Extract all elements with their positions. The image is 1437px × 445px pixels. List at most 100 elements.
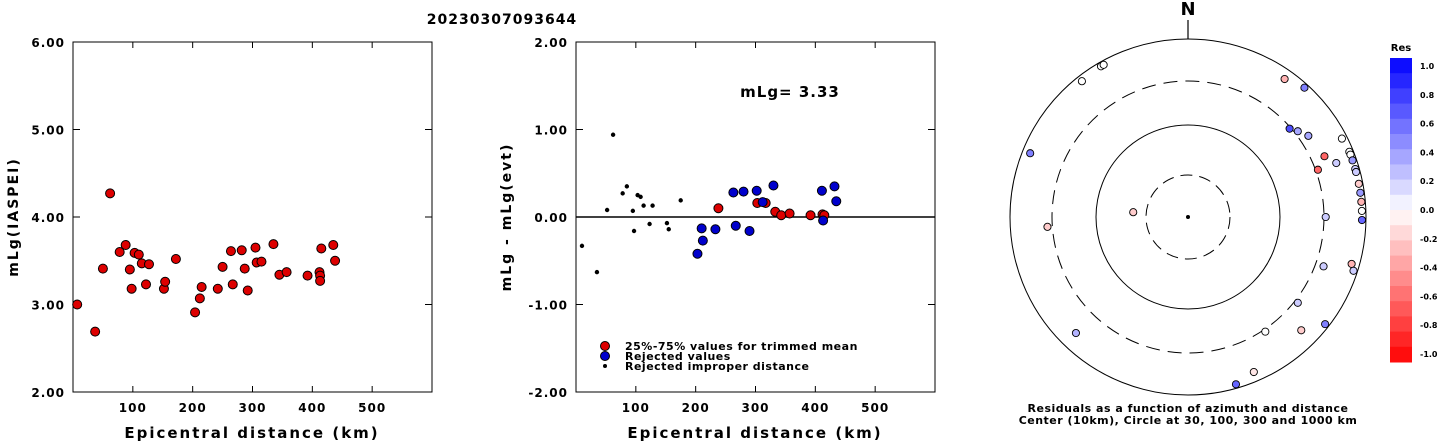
- x-tick-label: 100: [119, 401, 147, 415]
- center-dot: [1186, 215, 1190, 219]
- data-point: [170, 254, 181, 264]
- x-tick-label: 200: [682, 401, 710, 415]
- data-point: [268, 239, 279, 250]
- colorbar-cell: [1390, 164, 1412, 181]
- y-tick-label: 2.00: [31, 386, 65, 400]
- data-point: [217, 261, 228, 272]
- y-tick-label: -2.00: [528, 386, 568, 400]
- data-point: [697, 235, 708, 246]
- caption-line-2: Center (10km), Circle at 30, 100, 300 an…: [1019, 414, 1358, 427]
- y-tick-label: 5.00: [31, 124, 65, 138]
- station-residual: [1352, 167, 1361, 177]
- colorbar-cell: [1390, 149, 1412, 165]
- colorbar-label: 0.6: [1420, 120, 1435, 129]
- data-point-improper: [630, 208, 636, 214]
- data-point: [328, 240, 339, 250]
- x-axis-label: Epicentral distance (km): [627, 424, 882, 441]
- data-point: [692, 248, 703, 259]
- x-tick-label: 500: [358, 401, 386, 415]
- data-point: [160, 276, 171, 287]
- y-tick-label: 4.00: [31, 211, 65, 225]
- station-residual: [1300, 83, 1309, 92]
- station-residual: [1357, 215, 1367, 225]
- data-point: [194, 293, 205, 304]
- data-point-improper: [650, 203, 655, 208]
- data-point-improper: [641, 203, 646, 208]
- data-point: [805, 210, 816, 221]
- x-tick-label: 300: [741, 401, 769, 415]
- north-label: N: [1180, 0, 1195, 20]
- data-point: [124, 264, 135, 275]
- data-point: [239, 263, 250, 274]
- station-residual: [1348, 156, 1357, 165]
- station-residual: [1280, 74, 1289, 84]
- colorbar-cell: [1390, 225, 1412, 241]
- data-point: [133, 249, 144, 260]
- page-title: 20230307093644: [427, 12, 577, 28]
- data-point: [784, 208, 795, 219]
- colorbar-label: 1.0: [1420, 62, 1435, 71]
- data-point: [242, 285, 253, 296]
- station-residual: [1077, 77, 1086, 86]
- station-residual: [1319, 262, 1328, 271]
- magnitude-vs-distance-plot: 100 200 300 400 500 2.00 3.00 4.00 5.00 6.00 Epic…: [6, 36, 433, 442]
- legend-marker-improper: [603, 364, 607, 368]
- data-point: [143, 259, 154, 270]
- ring-outer: [1009, 38, 1367, 396]
- colorbar-cell: [1390, 286, 1412, 302]
- residual-vs-distance-plot: 100 200 300 400 500 -2.00 -1.00 0.00 1.00 2.00 mL…: [499, 36, 936, 442]
- data-point: [227, 279, 238, 290]
- data-point: [744, 226, 755, 236]
- station-residual: [1321, 212, 1330, 222]
- station-residual: [1337, 134, 1346, 143]
- station-residual: [1349, 266, 1358, 275]
- ring-100km: [1095, 124, 1281, 310]
- station-residual: [1043, 222, 1052, 231]
- data-point-improper: [631, 228, 637, 234]
- data-point: [120, 240, 131, 250]
- caption-line-1: Residuals as a function of azimuth and d…: [1028, 402, 1349, 415]
- data-point-improper: [647, 221, 652, 227]
- azimuth-residual-polar-plot: N Residuals as a function of azimuth and…: [1009, 0, 1367, 427]
- colorbar-label: 0.8: [1420, 91, 1435, 100]
- data-point: [196, 282, 207, 292]
- colorbar-cell: [1390, 118, 1412, 135]
- station-residual: [1026, 149, 1035, 158]
- legend-marker-rejected: [600, 351, 610, 361]
- data-point: [190, 307, 201, 318]
- colorbar-cell: [1390, 58, 1412, 74]
- x-tick-label: 500: [861, 401, 889, 415]
- colorbar-cell: [1390, 270, 1412, 287]
- colorbar-cell: [1390, 73, 1412, 89]
- x-tick-label: 400: [801, 401, 829, 415]
- data-point: [302, 270, 313, 281]
- data-point: [776, 210, 787, 221]
- colorbar-label: -0.4: [1420, 264, 1437, 273]
- y-tick-label: 1.00: [534, 124, 568, 138]
- data-point: [316, 243, 327, 254]
- colorbar-label: -1.0: [1420, 350, 1437, 359]
- legend-label-improper: Rejected improper distance: [625, 360, 809, 373]
- station-residual: [1297, 326, 1306, 335]
- residual-colorbar: Res 1.0 0.8 0.6 0.4 0.2 0.0 -0.2 -0.4 -0.6 -0.8 -1…: [1390, 43, 1437, 363]
- data-point: [816, 185, 827, 196]
- colorbar-label: 0.4: [1420, 148, 1435, 157]
- legend: 25%-75% values for trimmed mean Rejected…: [600, 340, 858, 373]
- data-point: [330, 255, 341, 266]
- station-residual: [1293, 298, 1302, 307]
- colorbar-cell: [1390, 346, 1412, 363]
- plot-frame: [72, 41, 433, 393]
- data-point: [710, 224, 721, 235]
- data-point: [126, 283, 137, 294]
- data-point: [696, 223, 707, 234]
- x-tick-label: 100: [622, 401, 650, 415]
- data-point: [250, 242, 261, 253]
- colorbar-cell: [1390, 316, 1412, 333]
- data-point: [105, 188, 116, 199]
- station-residual: [1357, 197, 1366, 206]
- data-point-improper: [664, 220, 670, 226]
- ring-30km: [1145, 174, 1231, 260]
- legend-label-trimmed: 25%-75% values for trimmed mean: [625, 340, 858, 353]
- colorbar-cell: [1390, 240, 1412, 257]
